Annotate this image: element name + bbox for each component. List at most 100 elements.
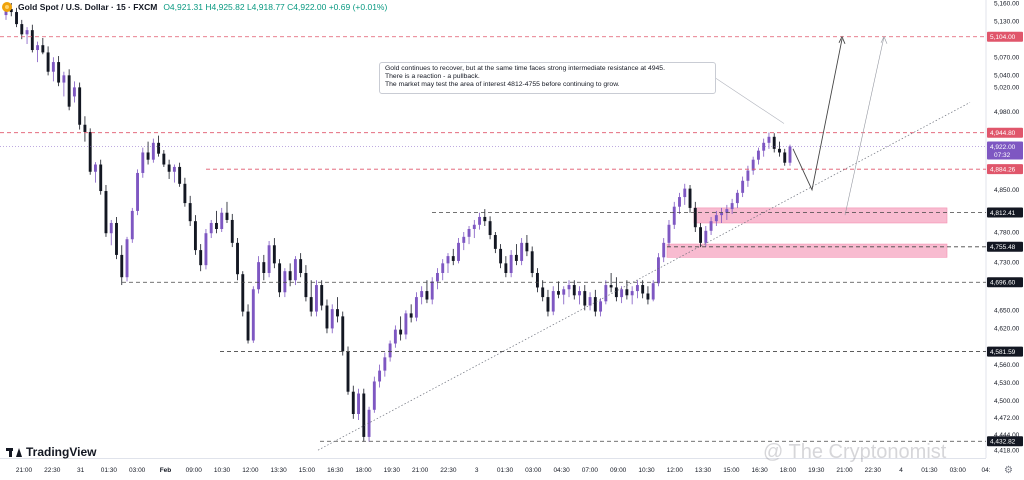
candle[interactable]: [520, 242, 524, 261]
candle[interactable]: [562, 289, 566, 295]
candle[interactable]: [172, 166, 176, 172]
candle[interactable]: [399, 329, 403, 335]
candle[interactable]: [330, 309, 334, 329]
candle[interactable]: [346, 351, 350, 392]
candle[interactable]: [746, 170, 750, 181]
candle[interactable]: [662, 242, 666, 258]
candle[interactable]: [36, 45, 40, 51]
candle[interactable]: [267, 245, 271, 273]
candle[interactable]: [767, 136, 771, 143]
candle[interactable]: [62, 75, 66, 83]
candle[interactable]: [257, 262, 261, 290]
candle[interactable]: [393, 329, 397, 344]
candle[interactable]: [409, 313, 413, 318]
candle[interactable]: [78, 87, 82, 125]
candle[interactable]: [472, 224, 476, 229]
candle[interactable]: [262, 262, 266, 273]
candle[interactable]: [578, 291, 581, 296]
candle[interactable]: [467, 229, 471, 237]
candle[interactable]: [420, 291, 424, 298]
candle[interactable]: [430, 281, 434, 300]
candle[interactable]: [762, 142, 766, 151]
candle[interactable]: [599, 301, 603, 312]
candle[interactable]: [357, 393, 360, 415]
candle[interactable]: [683, 188, 687, 198]
candle[interactable]: [51, 62, 55, 72]
candle[interactable]: [478, 216, 482, 225]
candle[interactable]: [557, 291, 560, 295]
candle[interactable]: [241, 274, 245, 312]
candle[interactable]: [704, 230, 708, 243]
candle[interactable]: [756, 150, 760, 160]
candle[interactable]: [446, 256, 450, 264]
candle[interactable]: [741, 180, 745, 193]
candle[interactable]: [525, 242, 529, 252]
candle[interactable]: [693, 207, 697, 228]
candle[interactable]: [504, 263, 508, 273]
candle[interactable]: [25, 30, 29, 35]
candle[interactable]: [688, 188, 692, 208]
candle[interactable]: [699, 227, 702, 243]
candle[interactable]: [136, 172, 139, 211]
candle[interactable]: [362, 393, 366, 437]
candle[interactable]: [215, 222, 218, 229]
candle[interactable]: [735, 192, 739, 204]
candle[interactable]: [57, 62, 61, 83]
candle[interactable]: [672, 206, 676, 225]
candle[interactable]: [404, 313, 408, 335]
candle[interactable]: [314, 285, 318, 312]
candle[interactable]: [125, 239, 129, 278]
candle[interactable]: [209, 222, 213, 234]
candle[interactable]: [462, 236, 466, 243]
candle[interactable]: [167, 164, 171, 172]
candle[interactable]: [541, 287, 545, 298]
candle[interactable]: [367, 409, 371, 437]
candle[interactable]: [604, 285, 608, 302]
demand-zone[interactable]: [666, 243, 948, 258]
candle[interactable]: [309, 297, 313, 312]
candle[interactable]: [651, 283, 655, 300]
candle[interactable]: [162, 153, 166, 165]
candle[interactable]: [115, 222, 118, 255]
candle[interactable]: [609, 285, 613, 288]
candle[interactable]: [293, 259, 297, 281]
candle[interactable]: [304, 272, 308, 298]
candle[interactable]: [483, 216, 487, 222]
candle[interactable]: [509, 254, 513, 273]
candle[interactable]: [572, 285, 576, 296]
candle[interactable]: [493, 235, 497, 249]
candle[interactable]: [88, 131, 92, 172]
candle[interactable]: [83, 124, 87, 132]
candle[interactable]: [130, 210, 134, 240]
candle[interactable]: [141, 152, 145, 173]
candle[interactable]: [109, 222, 113, 234]
candle[interactable]: [193, 221, 197, 251]
candle[interactable]: [751, 159, 755, 171]
candle[interactable]: [657, 257, 660, 284]
candle[interactable]: [436, 272, 439, 282]
candle[interactable]: [678, 197, 681, 207]
candle[interactable]: [67, 75, 71, 107]
candle[interactable]: [320, 285, 324, 306]
analysis-note[interactable]: Gold continues to recover, but at the sa…: [379, 62, 716, 94]
candle[interactable]: [104, 191, 108, 234]
candle[interactable]: [383, 357, 387, 371]
candle[interactable]: [535, 272, 539, 288]
candle[interactable]: [230, 219, 234, 243]
trendline[interactable]: [317, 102, 971, 451]
candle[interactable]: [283, 271, 287, 293]
candle[interactable]: [146, 152, 150, 160]
candle[interactable]: [788, 146, 792, 163]
candle[interactable]: [9, 9, 13, 13]
candle[interactable]: [620, 289, 624, 298]
tradingview-logo[interactable]: TradingView: [6, 445, 96, 459]
candle[interactable]: [583, 291, 587, 306]
candle[interactable]: [593, 297, 597, 312]
candle[interactable]: [183, 183, 187, 204]
candle[interactable]: [451, 256, 455, 261]
symbol-title[interactable]: Gold Spot / U.S. Dollar · 15 · FXCM: [18, 2, 158, 12]
candle[interactable]: [372, 381, 376, 410]
price-axis[interactable]: [986, 0, 1024, 480]
candle[interactable]: [441, 263, 445, 273]
